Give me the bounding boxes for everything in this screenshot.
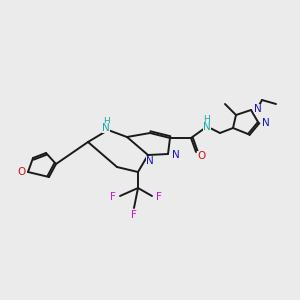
Text: F: F	[131, 210, 137, 220]
Text: F: F	[156, 192, 162, 202]
Text: N: N	[262, 118, 270, 128]
Text: F: F	[110, 192, 116, 202]
Text: N: N	[146, 156, 154, 166]
Text: N: N	[172, 150, 180, 160]
Text: O: O	[17, 167, 25, 177]
Text: N: N	[102, 123, 110, 133]
Text: N: N	[254, 104, 262, 114]
Text: H: H	[103, 116, 110, 125]
Text: N: N	[203, 122, 211, 132]
Text: H: H	[204, 116, 210, 124]
Text: O: O	[197, 151, 205, 161]
